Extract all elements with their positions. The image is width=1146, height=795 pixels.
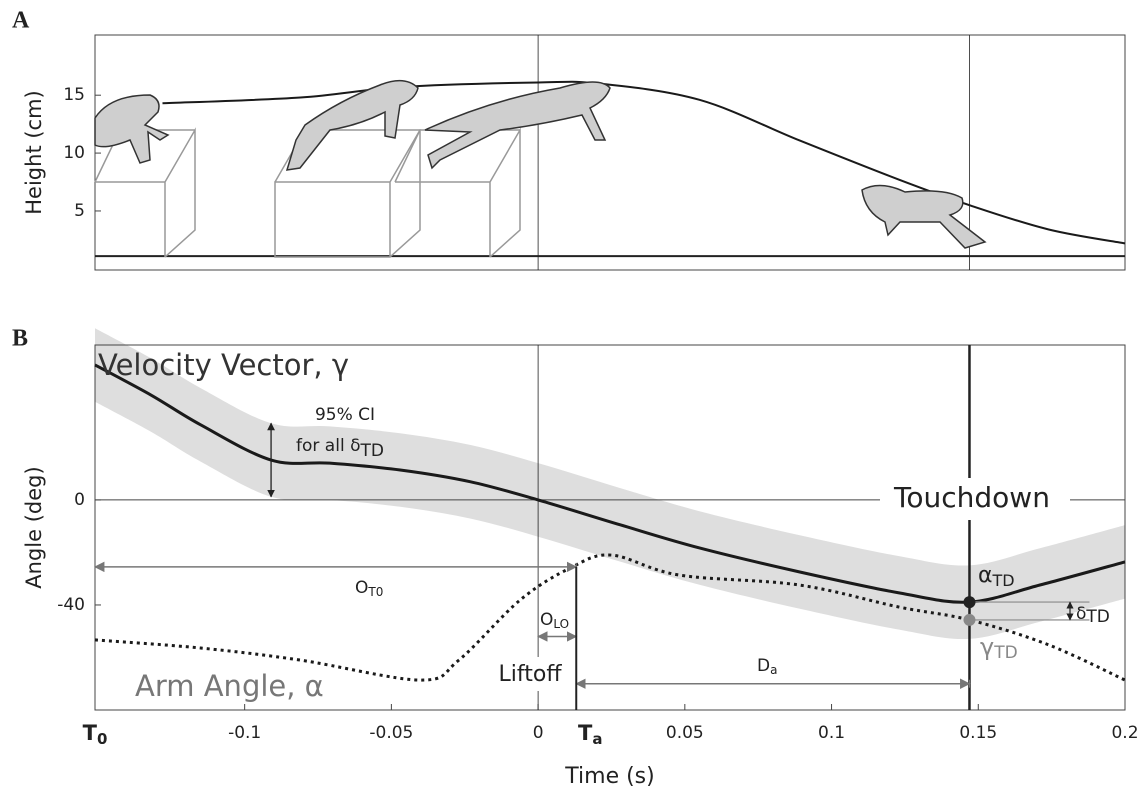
label-bg xyxy=(488,657,570,691)
event-point xyxy=(963,613,976,626)
marker-text: T xyxy=(578,721,593,745)
annotation: OT0 xyxy=(355,578,383,599)
ci-band xyxy=(95,328,1125,640)
x-tick-label: 0 xyxy=(533,723,544,743)
data-line xyxy=(94,363,1126,604)
x-tick-label: -0.1 xyxy=(228,723,261,743)
label-bg xyxy=(880,478,1070,520)
x-tick-label: 0.1 xyxy=(818,723,845,743)
x-tick-label: -0.05 xyxy=(369,723,413,743)
annotation: OLO xyxy=(540,610,569,631)
panel-a: 5 10 15 Height (cm) xyxy=(22,34,1126,271)
annotation: γTD xyxy=(980,633,1018,663)
plot-frame xyxy=(94,34,1126,271)
plot-frame xyxy=(94,344,1126,711)
annotation: Da xyxy=(757,656,777,677)
x-axis-label: Time (s) xyxy=(564,764,654,789)
series-label: Velocity Vector, γ xyxy=(98,348,349,382)
annotation: αTD xyxy=(978,563,1015,590)
event-point xyxy=(963,596,976,609)
annotation: Liftoff xyxy=(499,662,563,687)
x-marker-label: T0 xyxy=(83,721,108,748)
annotations: Velocity Vector, γ Arm Angle, α 95% CI f… xyxy=(98,348,1110,703)
series-label: Arm Angle, α xyxy=(135,669,324,703)
x-marker-label: Ta xyxy=(578,721,602,748)
annotation: for all δTD xyxy=(296,436,384,461)
y-tick-label: 0 xyxy=(74,490,85,510)
y-axis-label: Angle (deg) xyxy=(22,466,46,588)
x-tick-label: 0.2 xyxy=(1111,723,1138,743)
marker-sub: a xyxy=(592,730,602,748)
y-tick-label: 10 xyxy=(63,143,85,163)
annotation: 95% CI xyxy=(315,405,375,425)
panel-letter: A xyxy=(12,8,30,34)
annotation: δTD xyxy=(1076,604,1110,627)
x-tick-label: 0.15 xyxy=(959,723,997,743)
data-line xyxy=(162,80,1126,245)
x-tick-label: 0.05 xyxy=(666,723,704,743)
y-tick-label: 15 xyxy=(63,85,85,105)
annotation: Touchdown xyxy=(893,481,1050,514)
marker-sub: 0 xyxy=(97,730,107,748)
frogs xyxy=(94,79,987,249)
panel-letter: B xyxy=(12,326,28,352)
marker-text: T xyxy=(83,721,98,745)
y-axis-label: Height (cm) xyxy=(22,90,46,214)
y-tick-label: 5 xyxy=(74,201,85,221)
y-tick-label: -40 xyxy=(57,595,85,615)
